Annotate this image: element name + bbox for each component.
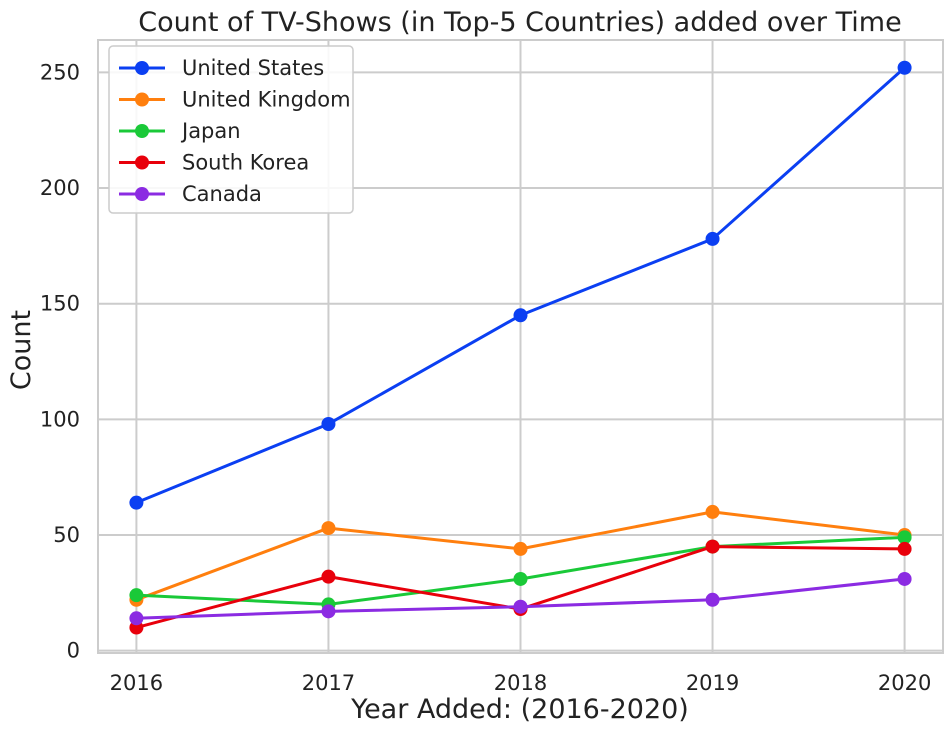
- y-tick-label: 100: [40, 407, 80, 431]
- x-tick-label: 2018: [494, 671, 547, 695]
- x-tick-label: 2020: [878, 671, 931, 695]
- y-tick-label: 50: [53, 523, 80, 547]
- legend-box: [108, 45, 354, 214]
- data-point-canada: [705, 592, 720, 607]
- legend-label: South Korea: [182, 151, 309, 175]
- x-axis-label: Year Added: (2016-2020): [350, 694, 689, 725]
- data-point-united-states: [129, 495, 144, 510]
- data-point-canada: [897, 571, 912, 586]
- data-point-united-states: [897, 60, 912, 75]
- y-tick-label: 200: [40, 176, 80, 200]
- y-tick-label: 0: [67, 639, 80, 663]
- tick-labels: 2016 2017 2018 2019 2020 0 50 100 150 200 250: [40, 60, 931, 695]
- legend-marker: [135, 92, 149, 107]
- data-point-south-korea: [705, 539, 720, 554]
- legend-marker: [135, 61, 149, 75]
- legend: United States United Kingdom Japan South Ko…: [108, 45, 354, 214]
- legend-item-united-kingdom: United Kingdom: [119, 88, 351, 112]
- data-point-canada: [321, 604, 336, 619]
- chart-title: Count of TV-Shows (in Top-5 Countries) a…: [138, 7, 901, 38]
- legend-item-south-korea: South Korea: [119, 151, 309, 175]
- x-tick-label: 2017: [302, 671, 355, 695]
- y-axis-label: Count: [6, 310, 37, 390]
- data-point-japan: [129, 588, 144, 603]
- legend-item-united-states: United States: [119, 56, 324, 80]
- series-united-states: [129, 60, 912, 510]
- legend-marker: [135, 155, 149, 170]
- data-point-united-states: [513, 308, 528, 323]
- data-point-united-states: [705, 231, 720, 246]
- data-point-united-kingdom: [321, 521, 336, 536]
- legend-marker: [135, 187, 149, 201]
- y-tick-label: 250: [40, 60, 80, 84]
- plot-frame: [97, 39, 944, 654]
- legend-label: Japan: [180, 119, 241, 143]
- legend-item-japan: Japan: [119, 119, 241, 143]
- data-point-south-korea: [897, 541, 912, 556]
- legend-label: Canada: [182, 182, 262, 206]
- data-point-japan: [513, 571, 528, 586]
- legend-label: United States: [182, 56, 324, 80]
- x-tick-label: 2016: [110, 671, 163, 695]
- data-point-south-korea: [321, 569, 336, 584]
- legend-marker: [135, 124, 149, 138]
- data-point-japan: [897, 530, 912, 545]
- data-point-canada: [513, 599, 528, 614]
- series-group: [129, 60, 912, 635]
- data-point-united-kingdom: [513, 541, 528, 556]
- series-canada: [129, 571, 912, 626]
- y-tick-label: 150: [40, 292, 80, 316]
- legend-item-canada: Canada: [119, 182, 262, 206]
- data-point-united-states: [321, 416, 336, 431]
- data-point-united-kingdom: [705, 504, 720, 519]
- x-tick-label: 2019: [686, 671, 739, 695]
- data-point-canada: [129, 611, 144, 626]
- legend-label: United Kingdom: [182, 88, 351, 112]
